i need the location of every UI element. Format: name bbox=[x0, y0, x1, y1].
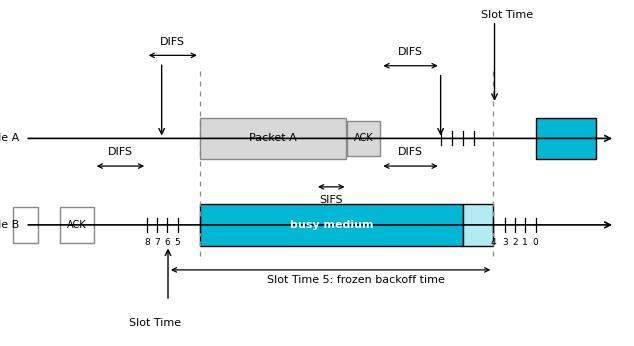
Text: Slot Time 5: frozen backoff time: Slot Time 5: frozen backoff time bbox=[267, 275, 445, 285]
Bar bbox=[200, 204, 463, 246]
Text: 4: 4 bbox=[491, 238, 496, 247]
Text: Slot Time: Slot Time bbox=[129, 318, 181, 328]
Text: Packet A: Packet A bbox=[249, 134, 297, 143]
Text: Node A: Node A bbox=[0, 134, 19, 143]
Text: busy medium: busy medium bbox=[290, 220, 373, 230]
Text: 2: 2 bbox=[512, 238, 517, 247]
Text: Node B: Node B bbox=[0, 220, 19, 230]
Bar bbox=[200, 118, 346, 159]
Bar bbox=[536, 118, 596, 159]
Text: 1: 1 bbox=[522, 238, 528, 247]
Text: ACK: ACK bbox=[354, 134, 373, 143]
Text: 6: 6 bbox=[164, 238, 171, 247]
Text: Slot Time: Slot Time bbox=[481, 10, 533, 20]
Text: ACK: ACK bbox=[67, 220, 87, 230]
Text: 5: 5 bbox=[174, 238, 181, 247]
Bar bbox=[347, 121, 380, 156]
Bar bbox=[463, 204, 493, 246]
Text: DIFS: DIFS bbox=[398, 147, 423, 157]
Bar bbox=[60, 207, 94, 243]
Bar bbox=[13, 207, 38, 243]
Text: DIFS: DIFS bbox=[398, 47, 423, 57]
Text: 7: 7 bbox=[154, 238, 160, 247]
Text: DIFS: DIFS bbox=[160, 37, 185, 47]
Text: 8: 8 bbox=[144, 238, 150, 247]
Text: SIFS: SIFS bbox=[320, 195, 343, 206]
Text: 0: 0 bbox=[533, 238, 539, 247]
Text: 3: 3 bbox=[501, 238, 508, 247]
Text: DIFS: DIFS bbox=[108, 147, 133, 157]
